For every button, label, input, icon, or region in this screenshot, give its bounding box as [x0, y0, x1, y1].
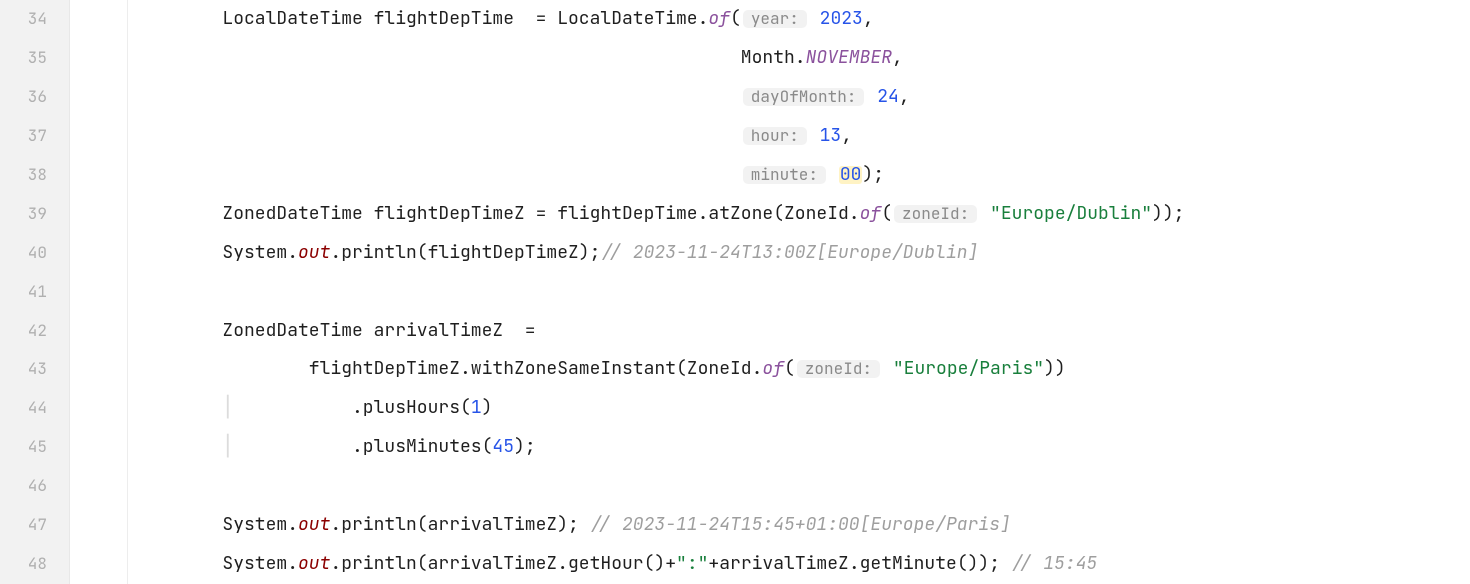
- static-method: of: [860, 205, 882, 223]
- param-hint-minute: minute:: [743, 166, 826, 184]
- code-text: ZonedDateTime arrivalTimeZ =: [136, 322, 536, 340]
- line-number: 44: [0, 389, 47, 428]
- param-hint-day: dayOfMonth:: [743, 88, 865, 106]
- line-number: 37: [0, 117, 47, 156]
- string-literal: "Europe/Paris": [893, 360, 1044, 378]
- code-line[interactable]: flightDepTimeZ.withZoneSameInstant(ZoneI…: [128, 350, 1470, 389]
- indent: [136, 88, 741, 106]
- line-number: 43: [0, 350, 47, 389]
- param-hint-hour: hour:: [743, 127, 807, 145]
- indent: [136, 49, 741, 67]
- field-ref: out: [298, 244, 330, 262]
- param-hint-zoneid: zoneId:: [797, 360, 880, 378]
- comma: ,: [841, 127, 852, 145]
- number-literal: 13: [820, 127, 842, 145]
- code-line[interactable]: System.out.println(flightDepTimeZ);// 20…: [128, 233, 1470, 272]
- param-hint-zoneid: zoneId:: [894, 205, 977, 223]
- comment: // 2023-11-24T13:00Z[Europe/Dublin]: [600, 244, 978, 262]
- number-literal: 2023: [820, 10, 863, 28]
- comment: // 15:45: [1011, 555, 1097, 573]
- number-literal: 1: [471, 399, 482, 417]
- code-text: .println(arrivalTimeZ.getHour()+: [330, 555, 676, 573]
- paren: (: [881, 205, 892, 223]
- code-text: Month.: [741, 49, 806, 67]
- paren: (: [730, 10, 741, 28]
- line-number: 40: [0, 233, 47, 272]
- line-number: 41: [0, 272, 47, 311]
- number-literal: 45: [492, 438, 514, 456]
- enum-constant: NOVEMBER: [806, 49, 892, 67]
- code-text: flightDepTimeZ.withZoneSameInstant(ZoneI…: [136, 360, 762, 378]
- line-number: 46: [0, 467, 47, 506]
- line-number: 34: [0, 0, 47, 39]
- line-number: 42: [0, 311, 47, 350]
- close: );: [514, 438, 536, 456]
- paren: (: [784, 360, 795, 378]
- field-ref: out: [298, 555, 330, 573]
- code-line-empty[interactable]: [128, 272, 1470, 311]
- number-literal-highlighted: 00: [839, 166, 863, 184]
- code-text: ZonedDateTime flightDepTimeZ = flightDep…: [136, 205, 860, 223]
- code-line[interactable]: System.out.println(arrivalTimeZ.getHour(…: [128, 544, 1470, 583]
- code-text: .println(arrivalTimeZ);: [330, 516, 589, 534]
- code-text: .plusMinutes(: [352, 438, 492, 456]
- code-line[interactable]: │ .plusHours(1): [128, 389, 1470, 428]
- code-text: +arrivalTimeZ.getMinute());: [708, 555, 1010, 573]
- space: [882, 360, 893, 378]
- code-line[interactable]: minute: 00);: [128, 156, 1470, 195]
- code-area[interactable]: LocalDateTime flightDepTime = LocalDateT…: [128, 0, 1470, 584]
- line-number-gutter: 343536373839404142434445464748: [0, 0, 70, 584]
- close: ): [482, 399, 493, 417]
- comma: ,: [863, 10, 874, 28]
- code-text: System.: [136, 516, 298, 534]
- code-text: LocalDateTime flightDepTime = LocalDateT…: [136, 10, 708, 28]
- code-line[interactable]: hour: 13,: [128, 117, 1470, 156]
- comma: ,: [892, 49, 903, 67]
- code-line-empty[interactable]: [128, 467, 1470, 506]
- space: [979, 205, 990, 223]
- indent-guide: │: [136, 438, 352, 456]
- close: )): [1044, 360, 1066, 378]
- line-number: 35: [0, 39, 47, 78]
- line-number: 45: [0, 428, 47, 467]
- code-line[interactable]: │ .plusMinutes(45);: [128, 428, 1470, 467]
- static-method: of: [762, 360, 784, 378]
- code-line[interactable]: dayOfMonth: 24,: [128, 78, 1470, 117]
- close: );: [862, 166, 884, 184]
- code-editor: 343536373839404142434445464748 LocalDate…: [0, 0, 1470, 584]
- comment: // 2023-11-24T15:45+01:00[Europe/Paris]: [590, 516, 1011, 534]
- line-number: 36: [0, 78, 47, 117]
- comma: ,: [899, 88, 910, 106]
- code-line[interactable]: Month.NOVEMBER,: [128, 39, 1470, 78]
- editor-margin: [70, 0, 128, 584]
- code-text: System.: [136, 555, 298, 573]
- param-hint-year: year:: [743, 10, 807, 28]
- code-line[interactable]: ZonedDateTime flightDepTimeZ = flightDep…: [128, 194, 1470, 233]
- code-text: .plusHours(: [352, 399, 471, 417]
- code-text: System.: [136, 244, 298, 262]
- space: [809, 10, 820, 28]
- line-number: 39: [0, 194, 47, 233]
- field-ref: out: [298, 516, 330, 534]
- line-number: 38: [0, 156, 47, 195]
- line-number: 48: [0, 544, 47, 583]
- indent: [136, 166, 741, 184]
- code-line[interactable]: LocalDateTime flightDepTime = LocalDateT…: [128, 0, 1470, 39]
- code-line[interactable]: System.out.println(arrivalTimeZ); // 202…: [128, 506, 1470, 545]
- indent-guide: │: [136, 399, 352, 417]
- number-literal: 24: [877, 88, 899, 106]
- string-literal: "Europe/Dublin": [990, 205, 1152, 223]
- code-text: .println(flightDepTimeZ);: [330, 244, 600, 262]
- code-line[interactable]: ZonedDateTime arrivalTimeZ =: [128, 311, 1470, 350]
- close: ));: [1152, 205, 1184, 223]
- static-method: of: [708, 10, 730, 28]
- indent: [136, 127, 741, 145]
- string-literal: ":": [676, 555, 708, 573]
- line-number: 47: [0, 506, 47, 545]
